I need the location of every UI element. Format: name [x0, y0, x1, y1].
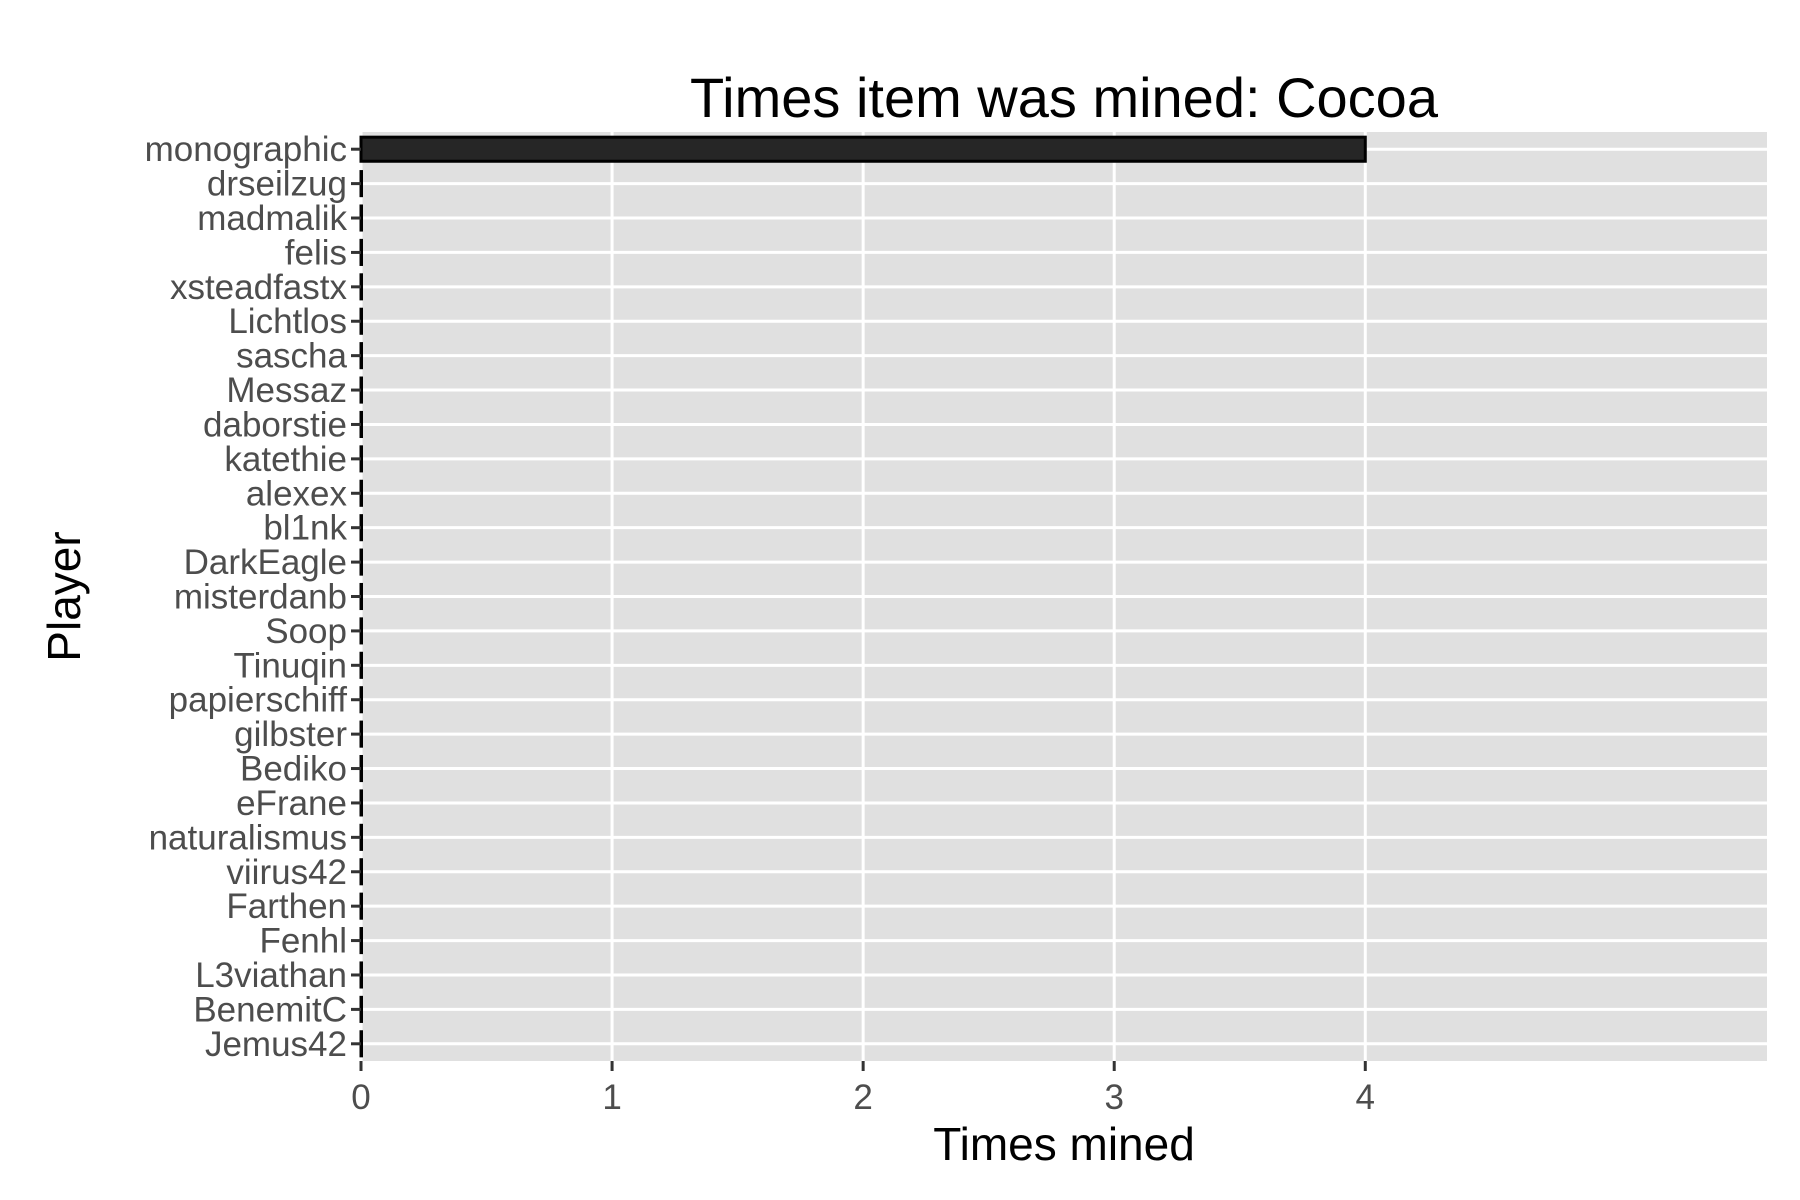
y-tick-label: Bediko: [240, 750, 347, 789]
y-tick-label: alexex: [246, 474, 348, 513]
chart-title: Times item was mined: Cocoa: [690, 66, 1439, 129]
y-tick-label: Tinuqin: [234, 646, 348, 685]
y-tick-label: BenemitC: [193, 990, 347, 1029]
x-tick-label: 1: [602, 1078, 621, 1117]
bar-eFrane: [359, 789, 363, 817]
y-tick-label: Farthen: [226, 887, 347, 926]
x-tick-label: 0: [351, 1078, 370, 1117]
y-tick-label: katethie: [224, 440, 347, 479]
y-tick-label: Jemus42: [205, 1025, 347, 1064]
bar-alexex: [359, 479, 363, 507]
y-tick-label: Fenhl: [259, 922, 347, 961]
bar-drseilzug: [359, 170, 363, 198]
y-tick-label: daborstie: [203, 405, 347, 444]
y-tick-label: Soop: [265, 612, 347, 651]
bar-gilbster: [359, 720, 363, 748]
y-tick-label: madmalik: [197, 199, 347, 238]
bar-Tinuqin: [359, 651, 363, 679]
y-tick-label: papierschiff: [169, 681, 348, 720]
bar-bl1nk: [359, 514, 363, 542]
bar-DarkEagle: [359, 548, 363, 576]
y-tick-label: naturalismus: [149, 818, 347, 857]
y-tick-label: Messaz: [226, 371, 347, 410]
y-axis: monographicdrseilzugmadmalikfelisxsteadf…: [145, 130, 361, 1064]
bar-naturalismus: [359, 823, 363, 851]
bar-papierschiff: [359, 686, 363, 714]
x-axis-title: Times mined: [933, 1118, 1195, 1170]
y-tick-label: misterdanb: [174, 578, 347, 617]
y-tick-label: bl1nk: [263, 509, 347, 548]
bar-Fenhl: [359, 927, 363, 955]
bar-Messaz: [359, 376, 363, 404]
x-axis: 0 1 2 3 4: [351, 1061, 1375, 1117]
y-tick-label: eFrane: [236, 784, 347, 823]
y-tick-label: Lichtlos: [228, 302, 347, 341]
bar-xsteadfastx: [359, 273, 363, 301]
bar-Lichtlos: [359, 307, 363, 335]
bars: [359, 135, 1367, 1058]
bar-Bediko: [359, 754, 363, 783]
x-tick-label: 4: [1356, 1078, 1375, 1117]
y-tick-label: xsteadfastx: [170, 268, 348, 307]
gridlines: [359, 132, 1767, 1061]
y-tick-label: viirus42: [226, 853, 347, 892]
bar-katethie: [359, 445, 363, 473]
y-tick-label: sascha: [236, 337, 347, 376]
y-tick-label: monographic: [145, 130, 347, 169]
bar-Soop: [359, 617, 363, 645]
bar-L3viathan: [359, 961, 363, 989]
x-tick-label: 2: [853, 1078, 872, 1117]
bar-BenemitC: [359, 995, 363, 1023]
bar-felis: [359, 238, 363, 266]
y-axis-title: Player: [38, 531, 90, 661]
y-tick-label: L3viathan: [195, 956, 347, 995]
bar-Jemus42: [359, 1030, 363, 1058]
bar-daborstie: [359, 410, 363, 439]
y-tick-label: DarkEagle: [184, 543, 347, 582]
bar-madmalik: [359, 204, 363, 232]
bar-misterdanb: [359, 582, 363, 611]
y-tick-label: drseilzug: [207, 165, 347, 204]
bar-monographic: [359, 135, 1367, 163]
y-tick-label: felis: [285, 233, 347, 272]
bar-sascha: [359, 342, 363, 370]
bar-viirus42: [359, 858, 363, 886]
bar-Farthen: [359, 892, 363, 920]
y-tick-label: gilbster: [234, 715, 347, 754]
x-tick-label: 3: [1104, 1078, 1123, 1117]
